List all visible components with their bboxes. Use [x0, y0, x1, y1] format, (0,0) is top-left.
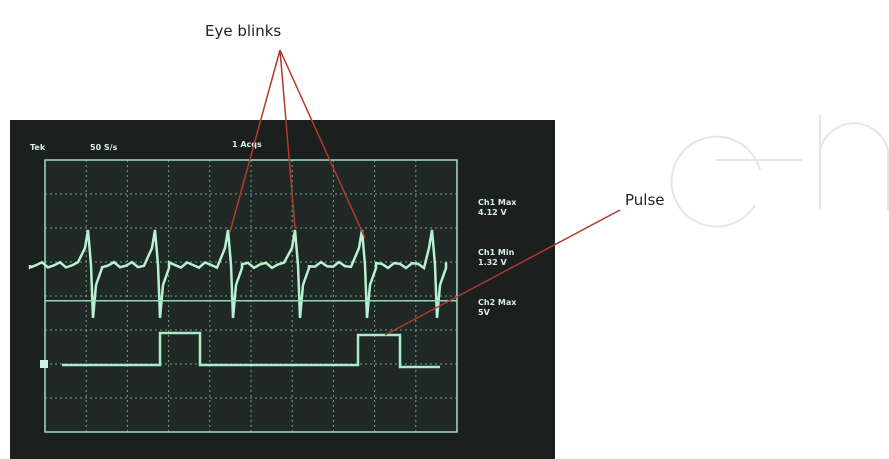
scope-rate: 50 S/s [90, 143, 118, 152]
scope-acqs: 1 Acqs [232, 140, 262, 149]
watermark [670, 115, 889, 228]
annotation-pulse: Pulse [625, 191, 665, 209]
readout-value: 5V [478, 308, 491, 317]
eog-trace [28, 229, 448, 319]
scope-brand: Tek [30, 143, 46, 152]
readout-label: Ch1 Max [478, 198, 517, 207]
annotation-eye-blinks: Eye blinks [205, 22, 281, 40]
pulse-trace [62, 331, 440, 369]
readout-value: 1.32 V [478, 258, 508, 267]
ch2-marker [40, 360, 48, 368]
readout-value: 4.12 V [478, 208, 508, 217]
readout-label: Ch2 Max [478, 298, 517, 307]
annotation-arrows [229, 49, 621, 336]
readout-label: Ch1 Min [478, 248, 515, 257]
ch-level-line [45, 300, 457, 302]
